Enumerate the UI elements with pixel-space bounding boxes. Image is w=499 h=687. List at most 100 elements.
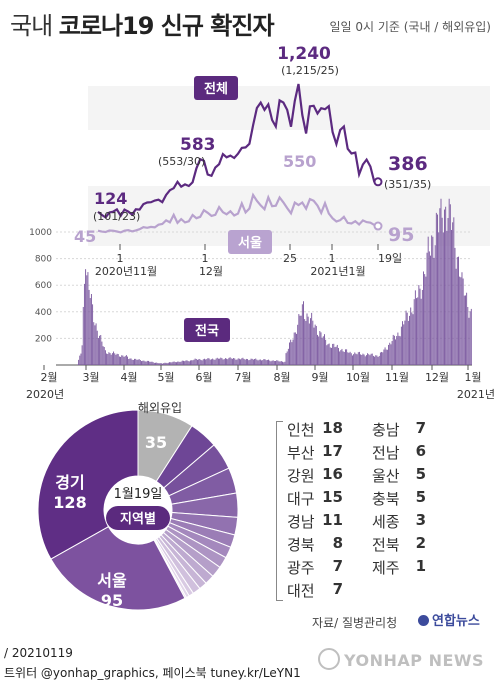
bar — [241, 358, 243, 365]
region-name: 충북 — [372, 490, 400, 508]
bar — [216, 357, 218, 365]
bar — [99, 335, 101, 365]
bar — [452, 222, 454, 365]
bar — [157, 363, 159, 365]
bar — [172, 361, 174, 365]
bar — [448, 198, 450, 365]
donut-center-date: 1월19일 — [114, 487, 163, 502]
bar — [149, 361, 151, 365]
bar — [247, 359, 249, 365]
bar — [460, 277, 462, 365]
bar — [341, 348, 343, 365]
bar — [213, 359, 215, 365]
bar — [358, 351, 360, 365]
bar — [335, 346, 337, 365]
region-value: 2 — [415, 534, 426, 552]
bar — [321, 337, 323, 365]
bar — [217, 358, 219, 365]
bar — [183, 360, 184, 365]
bar — [269, 360, 271, 365]
bar — [465, 295, 466, 365]
bar — [231, 358, 233, 365]
bar-y-tick: 800 — [35, 255, 52, 265]
bar — [312, 320, 314, 365]
bar — [384, 347, 386, 365]
bar — [210, 359, 212, 365]
bar — [81, 345, 83, 365]
region-name: 세종 — [372, 513, 400, 531]
bar — [118, 356, 120, 365]
region-name: 대구 — [287, 490, 315, 508]
bar — [242, 357, 244, 365]
bar — [266, 359, 268, 365]
bar — [129, 358, 131, 365]
bar — [286, 351, 288, 365]
bar — [311, 312, 313, 365]
bar — [442, 232, 444, 365]
bar — [350, 353, 352, 365]
total-annotation-value: 124 — [94, 189, 127, 208]
line-x-tick: 1 — [329, 252, 336, 265]
bar — [108, 352, 110, 365]
bar — [148, 360, 149, 365]
bar — [369, 355, 371, 365]
bar — [270, 361, 272, 365]
region-item: 부산 17 — [287, 442, 343, 462]
bar — [96, 330, 98, 365]
bar — [255, 358, 257, 365]
watermark-icon — [318, 648, 340, 670]
bar — [328, 343, 330, 365]
bar — [307, 316, 309, 365]
bar-y-tick: 1000 — [29, 228, 52, 238]
bar — [104, 350, 106, 365]
bar — [159, 363, 161, 365]
bar — [377, 356, 379, 365]
bar — [426, 252, 428, 365]
bar — [392, 334, 394, 365]
bar — [439, 208, 441, 365]
national-badge-label: 전국 — [195, 323, 219, 339]
logo-icon — [418, 615, 429, 626]
bar — [174, 362, 176, 365]
bar — [155, 362, 156, 365]
bar — [336, 344, 338, 365]
source-note: 자료/ 질병관리청 — [312, 616, 398, 630]
bar — [202, 359, 204, 365]
bar — [334, 347, 336, 365]
bar — [294, 332, 296, 365]
watermark: YONHAP NEWS — [318, 648, 484, 670]
bar — [371, 353, 373, 365]
bar — [224, 358, 226, 365]
bar — [188, 361, 190, 365]
region-item: 인천 18 — [287, 419, 343, 439]
bar — [459, 276, 461, 365]
bar — [416, 298, 417, 365]
bar — [368, 354, 370, 365]
line-series — [97, 83, 383, 234]
bar — [355, 353, 357, 365]
bar-x-tick: 11월 — [385, 371, 409, 384]
gyeonggi-value: 128 — [53, 493, 86, 512]
bar — [185, 360, 187, 365]
line-annotations: 124 (101/23) 583(553/30) 1,240(1,215/25) 386… — [74, 44, 431, 254]
bar — [310, 318, 311, 365]
title-main: 코로나19 신규 확진자 — [58, 12, 275, 40]
bar — [226, 358, 228, 365]
bar — [265, 360, 267, 365]
bar — [289, 342, 290, 365]
bar — [122, 355, 124, 365]
bar — [430, 255, 431, 365]
bar-x-tick: 7월 — [234, 371, 251, 384]
bar — [462, 278, 464, 365]
bar — [324, 334, 325, 365]
region-item: 경북 8 — [287, 534, 343, 554]
bar — [143, 360, 145, 365]
yonhap-logo: 연합뉴스 — [418, 610, 480, 629]
donut-center-label: 지역별 — [120, 511, 156, 527]
bar — [433, 257, 435, 365]
bar — [431, 235, 433, 365]
bar — [402, 321, 404, 365]
bar — [445, 206, 447, 365]
bar — [332, 343, 334, 365]
